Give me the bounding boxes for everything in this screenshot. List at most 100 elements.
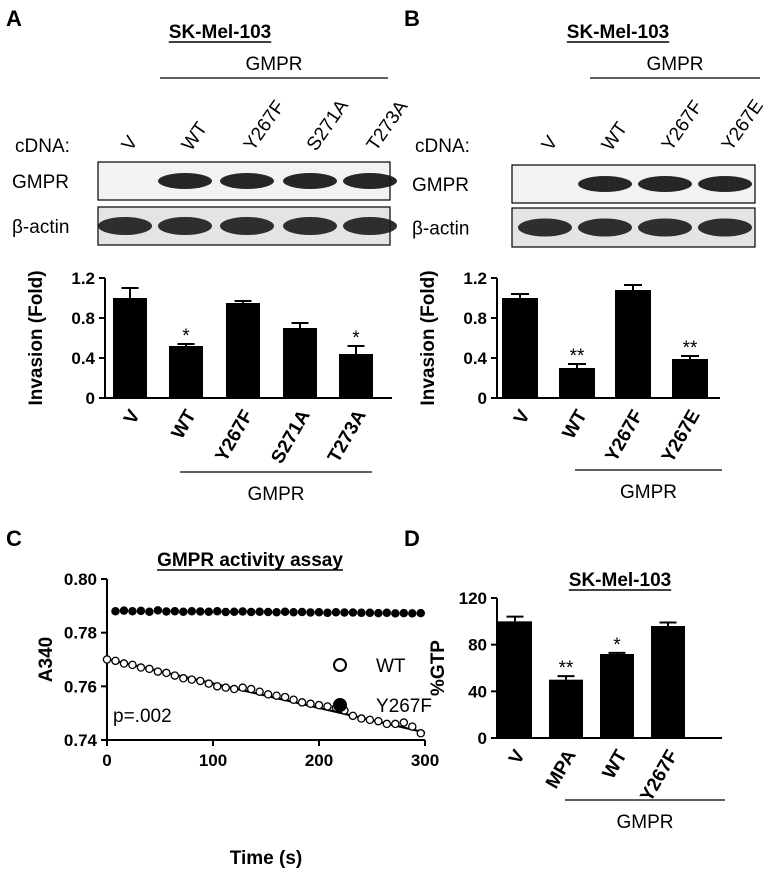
bar [339, 354, 373, 398]
data-point [272, 608, 281, 617]
data-point [170, 671, 180, 680]
data-point [102, 655, 112, 664]
data-point [306, 699, 315, 709]
data-point [374, 608, 383, 618]
data-point [119, 659, 129, 668]
lane-label: V [118, 132, 143, 155]
data-point [221, 683, 230, 692]
data-point [314, 608, 324, 617]
data-point [348, 711, 358, 721]
lane-label: WT [178, 118, 212, 155]
y-tick-label: 0.4 [463, 349, 487, 368]
y-tick-label: 0.80 [64, 570, 97, 589]
y-tick-label: 0.76 [64, 677, 97, 696]
lane-label: Y267F [658, 97, 707, 155]
lane-label: Y267E [718, 96, 768, 155]
bar [169, 346, 203, 398]
significance: * [182, 326, 190, 347]
data-point [408, 722, 417, 731]
band [343, 217, 397, 235]
data-point [145, 664, 154, 674]
bar [615, 290, 651, 398]
y-axis-label: Invasion (Fold) [26, 270, 47, 405]
band [158, 217, 212, 235]
cdna-label: cDNA: [415, 136, 470, 157]
band [158, 173, 212, 189]
significance: * [352, 328, 360, 349]
data-point [196, 676, 205, 686]
significance: ** [559, 658, 574, 679]
y-tick-label: 0.8 [463, 309, 487, 328]
band [638, 176, 692, 192]
y-tick-label: 0 [478, 389, 487, 408]
data-point [323, 608, 332, 618]
y-tick-label: 0 [478, 729, 487, 748]
band [518, 218, 572, 237]
band [638, 218, 692, 237]
data-point [153, 606, 163, 615]
legend-label: WT [376, 656, 406, 677]
panel-letter: B [404, 6, 420, 31]
row-label: GMPR [12, 172, 69, 193]
data-point [289, 608, 298, 617]
data-point [297, 698, 307, 707]
group-label: GMPR [620, 482, 677, 503]
lane-label: S271A [303, 96, 353, 155]
data-point [204, 679, 214, 688]
data-point [391, 609, 400, 618]
data-point [297, 607, 307, 617]
row-label: β-actin [412, 219, 469, 240]
data-point [238, 683, 247, 692]
data-point [187, 606, 197, 616]
data-point [162, 607, 171, 616]
annotation: p=.002 [113, 706, 172, 727]
y-tick-label: 0.78 [64, 624, 97, 643]
row-label: GMPR [412, 175, 469, 196]
data-point [399, 608, 409, 618]
band [343, 173, 397, 189]
x-tick-label: 200 [305, 751, 333, 770]
y-tick-label: 1.2 [463, 269, 487, 288]
band [578, 218, 632, 237]
y-axis-label: A340 [36, 637, 57, 682]
band [283, 173, 337, 189]
y-tick-label: 0.8 [71, 309, 95, 328]
x-tick-label: Y267E [658, 407, 705, 467]
data-point [416, 608, 426, 618]
bar [498, 621, 532, 738]
panel-letter: D [404, 526, 420, 551]
y-tick-label: 120 [459, 589, 487, 608]
data-point [365, 608, 375, 618]
title: GMPR activity assay [157, 550, 343, 571]
data-point [179, 607, 188, 616]
data-point [119, 606, 129, 615]
x-tick-label: V [120, 406, 145, 428]
lane-label: Y267F [240, 97, 289, 155]
data-point [263, 690, 273, 699]
data-point [246, 684, 256, 694]
bar [283, 328, 317, 398]
data-point [348, 608, 358, 617]
lane-label: T273A [363, 97, 412, 155]
data-point [187, 675, 197, 684]
data-point [357, 714, 366, 723]
legend-marker [333, 698, 347, 712]
band [220, 173, 274, 189]
x-tick-label: T273A [324, 406, 371, 466]
data-point [374, 716, 383, 726]
data-point [289, 695, 298, 705]
data-point [323, 702, 332, 711]
bar [113, 298, 147, 398]
band [698, 176, 752, 192]
y-tick-label: 0 [86, 389, 95, 408]
data-point [204, 607, 214, 616]
x-tick-label: WT [559, 406, 592, 442]
data-point [255, 607, 264, 616]
significance: * [613, 635, 621, 656]
cdna-label: cDNA: [15, 136, 70, 157]
x-tick-label: 100 [199, 751, 227, 770]
data-point [196, 607, 205, 616]
y-tick-label: 40 [468, 682, 487, 701]
data-point [416, 729, 426, 738]
